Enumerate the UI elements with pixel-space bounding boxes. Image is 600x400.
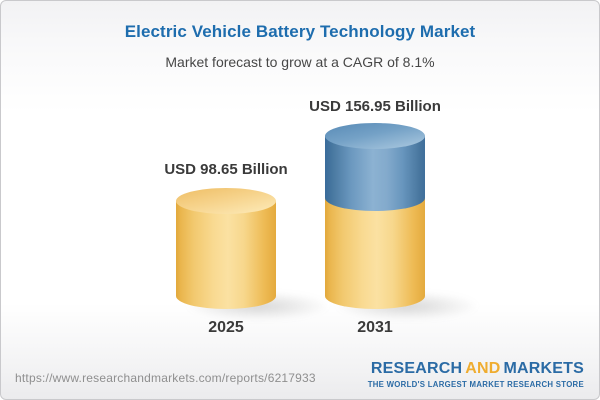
logo-word-markets: MARKETS <box>503 360 584 377</box>
page-title: Electric Vehicle Battery Technology Mark… <box>124 22 476 41</box>
logo-tagline: THE WORLD'S LARGEST MARKET RESEARCH STOR… <box>367 379 584 389</box>
year-label-2031: 2031 <box>357 319 393 336</box>
logo-word-research: RESEARCH <box>370 360 463 377</box>
value-label-2031: USD 156.95 Billion <box>309 98 441 115</box>
report-url[interactable]: https://www.researchandmarkets.com/repor… <box>15 371 316 385</box>
cylinder-2025-top-ellipse <box>176 188 276 214</box>
page-subtitle: Market forecast to grow at a CAGR of 8.1… <box>165 54 435 70</box>
cylinder-2025-body <box>176 201 276 309</box>
logo-wordmark: RESEARCH AND MARKETS <box>368 360 584 378</box>
cylinder-2031-base-segment <box>325 198 425 309</box>
research-and-markets-logo: RESEARCH AND MARKETS THE WORLD'S LARGEST M… <box>367 360 584 389</box>
cylinder-2031-top-ellipse <box>325 123 425 149</box>
logo-word-and: AND <box>465 360 501 377</box>
value-label-2025: USD 98.65 Billion <box>164 161 288 178</box>
year-label-2025: 2025 <box>208 319 244 336</box>
